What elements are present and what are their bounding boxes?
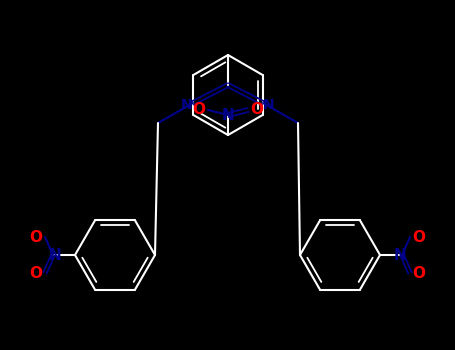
Text: N: N: [394, 247, 406, 262]
Text: N: N: [181, 98, 193, 112]
Text: O: O: [30, 266, 42, 280]
Text: O: O: [192, 103, 206, 118]
Text: N: N: [263, 98, 275, 112]
Text: O: O: [251, 103, 263, 118]
Text: O: O: [413, 266, 425, 280]
Text: N: N: [222, 107, 234, 122]
Text: O: O: [413, 230, 425, 245]
Text: N: N: [49, 247, 61, 262]
Text: O: O: [30, 230, 42, 245]
